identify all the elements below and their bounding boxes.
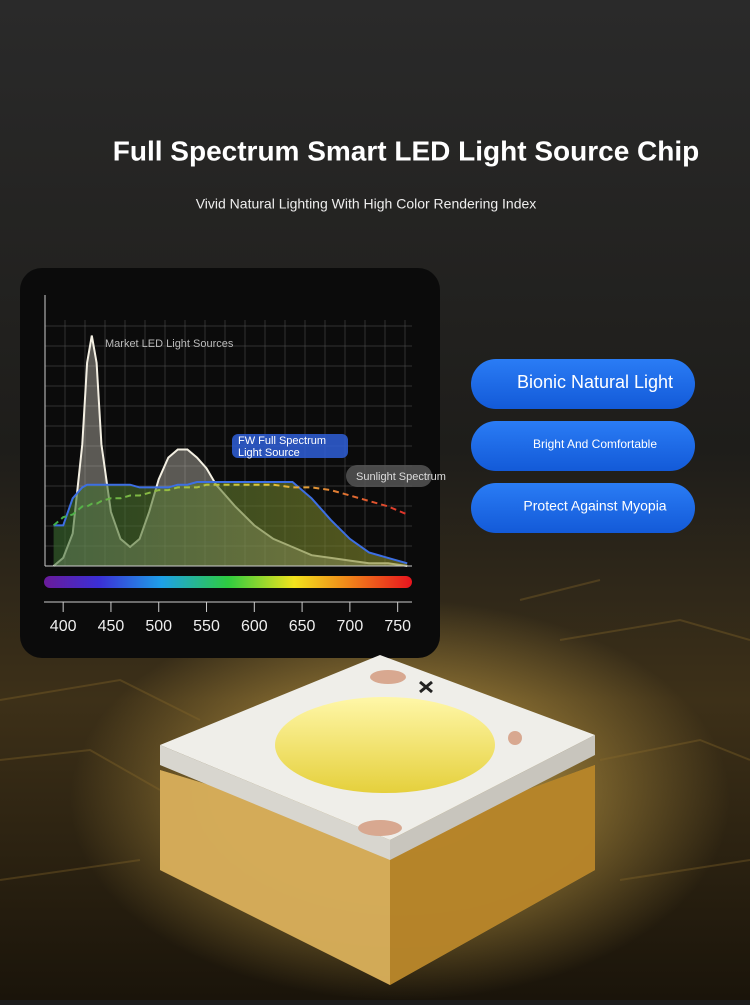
feature-pill: [471, 483, 695, 533]
feature-text: Bionic Natural Light: [517, 372, 673, 392]
x-tick-label: 400: [50, 618, 77, 635]
x-tick-label: 650: [289, 618, 316, 635]
feature-pill: [471, 359, 695, 409]
series-label: Sunlight Spectrum: [356, 471, 446, 483]
series-line: [53, 481, 408, 565]
series-label: Market LED Light Sources: [105, 338, 234, 350]
x-tick-label: 450: [98, 618, 125, 635]
x-tick-label: 600: [241, 618, 268, 635]
label-bg: [346, 465, 432, 487]
chip: [160, 655, 595, 985]
x-tick-label: 700: [337, 618, 364, 635]
label-bg: [232, 434, 348, 458]
x-tick-label: 550: [193, 618, 220, 635]
feature-pill: [471, 421, 695, 471]
feature-text: Bright And Comfortable: [533, 437, 657, 451]
circuit: [0, 579, 750, 881]
subtitle: Vivid Natural Lighting With High Color R…: [196, 196, 537, 212]
title: Full Spectrum Smart LED Light Source Chi…: [113, 135, 700, 166]
series-area: [53, 482, 408, 566]
x-tick-label: 750: [384, 618, 411, 635]
feature-text: Protect Against Myopia: [523, 498, 666, 514]
x-tick-label: 500: [145, 618, 172, 635]
spectrum-bar: [44, 576, 412, 588]
series-line: [52, 483, 408, 527]
series-label: FW Full Spectrum Light Source: [238, 435, 326, 459]
